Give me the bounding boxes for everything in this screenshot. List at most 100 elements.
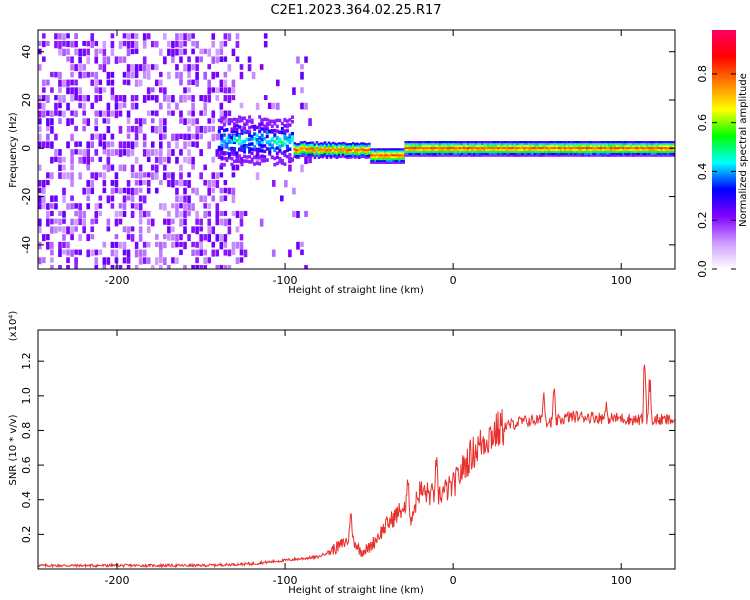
spectrogram-cell (559, 146, 563, 150)
spectrogram-cell (134, 203, 139, 210)
spectrogram-cell (54, 40, 58, 49)
spectrogram-cell (175, 195, 179, 203)
spectrogram-cell (462, 141, 466, 144)
spectrogram-cell (390, 150, 393, 153)
spectrogram-cell (410, 150, 414, 153)
spectrogram-cell (622, 141, 625, 144)
spectrogram-cell (258, 136, 262, 140)
spectrogram-cell (563, 152, 567, 155)
spectrogram-cell (638, 152, 641, 155)
spectrogram-cell (335, 148, 339, 152)
spectrogram-cell (553, 152, 557, 155)
spectrogram-cell (308, 118, 312, 127)
spectrogram-cell (265, 158, 269, 162)
spectrogram-cell (102, 180, 107, 187)
spectrogram-cell (70, 87, 74, 95)
spectrogram-cell (468, 146, 472, 150)
spectrogram-cell (593, 148, 597, 151)
spectrogram-cell (575, 150, 579, 153)
spectrogram-cell (219, 195, 224, 202)
spectrogram-cell (130, 125, 135, 133)
spectrogram-cell (195, 125, 199, 134)
spectrogram-cell (398, 157, 401, 161)
spectrogram-cell (199, 226, 203, 232)
spectrogram-cell (499, 150, 502, 153)
spectrogram-cell (481, 142, 484, 146)
spectrogram-cell (638, 146, 641, 150)
spectrogram-cell (134, 249, 139, 258)
spectrogram-cell (42, 195, 46, 204)
spectrogram-cell (215, 249, 220, 257)
spectrogram-cell (219, 172, 224, 178)
spectrogram-cell (232, 135, 236, 139)
spectrogram-cell (418, 154, 422, 157)
spectrogram-cell (587, 142, 591, 146)
spectrogram-cell (462, 146, 466, 150)
spectrogram-cell (74, 265, 78, 269)
spectrogram-cell (278, 139, 282, 144)
spectrogram-cell (549, 152, 553, 155)
spectrogram-cell (38, 180, 42, 187)
spectrogram-cell (533, 154, 537, 157)
spectrogram-cell (374, 154, 377, 157)
spectrogram-cell (531, 144, 535, 148)
spectrogram-cell (280, 143, 284, 147)
spectrogram-cell (559, 142, 563, 146)
spectrogram-cell (632, 150, 635, 153)
spectrogram-cell (474, 150, 478, 153)
spectrogram-cell (610, 148, 613, 151)
spectrogram-cell (232, 117, 236, 122)
spectrogram-cell (263, 158, 267, 163)
spectrogram-cell (555, 148, 559, 151)
spectrogram-cell (300, 87, 304, 94)
spectrogram-cell (481, 146, 484, 150)
spectrogram-cell (82, 125, 86, 132)
spectrogram-cell (227, 187, 232, 195)
spectrogram-cell (217, 125, 221, 130)
spectrogram-cell (644, 141, 648, 144)
spectrogram-cell (154, 64, 159, 71)
spectrogram-cell (364, 150, 367, 153)
spectrogram-cell (497, 142, 500, 146)
spectrogram-cell (110, 71, 115, 78)
spectrogram-cell (327, 147, 331, 150)
spectrogram-cell (376, 148, 379, 151)
spectrogram-cell (620, 146, 623, 150)
spectrogram-cell (195, 249, 199, 256)
spectrogram-cell (606, 146, 609, 150)
spectrogram-cell (612, 141, 615, 144)
spectrogram-cell (38, 40, 42, 47)
spectrogram-cell (260, 118, 264, 122)
spectrogram-cell (420, 144, 424, 148)
spectrogram-cell (66, 102, 70, 111)
spectrogram-cell (167, 48, 171, 56)
spectrogram-cell (513, 146, 516, 150)
spectrogram-cell (325, 152, 329, 156)
spectrogram-cell (219, 234, 224, 242)
spectrogram-cell (231, 87, 236, 94)
spectrogram-cell (624, 154, 627, 157)
spectrogram-cell (253, 162, 257, 166)
spectrogram-cell (440, 141, 444, 144)
spectrogram-cell (620, 152, 623, 155)
spectrogram-cell (602, 150, 605, 153)
spectrogram-cell (483, 141, 486, 144)
spectrogram-cell (70, 226, 74, 235)
spectrogram-cell (596, 142, 599, 146)
spectrogram-cell (396, 161, 399, 164)
spectrogram-cell (491, 144, 494, 148)
spectrogram-cell (648, 150, 652, 153)
spectrogram-cell (559, 141, 563, 144)
spectrogram-cell (612, 154, 615, 157)
spectrogram-cell (501, 148, 504, 151)
spectrogram-cell (521, 148, 524, 151)
spectrogram-cell (541, 148, 545, 151)
spectrogram-cell (337, 144, 341, 147)
spectrogram-cell (187, 149, 191, 157)
spectrogram-cell (513, 141, 516, 144)
spectrogram-cell (579, 148, 583, 151)
spectrogram-cell (527, 146, 531, 150)
spectrogram-cell (203, 164, 207, 171)
spectrogram-cell (598, 148, 601, 151)
spectrogram-cell (171, 110, 175, 116)
